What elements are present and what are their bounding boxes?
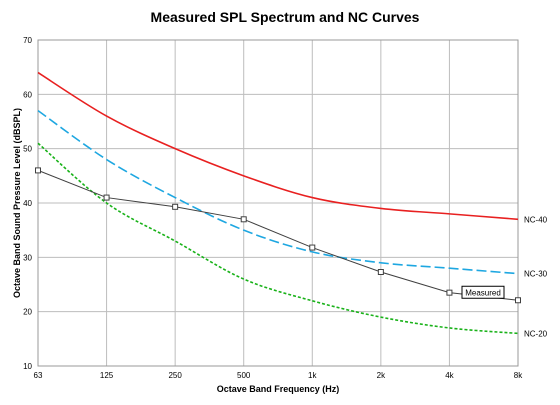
- series-label-nc-40: NC-40: [524, 215, 548, 224]
- y-tick-label: 60: [23, 90, 32, 99]
- y-tick-label: 20: [23, 308, 32, 317]
- y-axis-title: Octave Band Sound Pressure Level (dBSPL): [12, 108, 22, 298]
- series-line-nc-40: [37, 71, 519, 221]
- data-point: [515, 297, 521, 304]
- data-point: [377, 269, 384, 276]
- data-point: [446, 289, 453, 296]
- x-tick-label: 500: [237, 371, 251, 380]
- x-tick-label: 8k: [514, 371, 523, 380]
- series-layer: [35, 71, 521, 335]
- data-point: [172, 203, 179, 210]
- x-axis-title: Octave Band Frequency (Hz): [217, 384, 340, 394]
- x-tick-label: 4k: [445, 371, 454, 380]
- data-point: [240, 216, 247, 223]
- series-label-nc-20: NC-20: [524, 329, 548, 338]
- data-point: [103, 194, 110, 201]
- y-tick-label: 40: [23, 199, 32, 208]
- y-tick-label: 10: [23, 362, 32, 371]
- series-line-measured: [37, 169, 519, 301]
- series-label-measured: Measured: [465, 288, 501, 297]
- plot-area-border: [37, 39, 519, 367]
- data-point: [35, 167, 41, 174]
- gridlines: [37, 39, 519, 367]
- x-tick-label: 125: [100, 371, 114, 380]
- measured-label-box: [461, 285, 505, 299]
- x-tick-label: 63: [34, 371, 43, 380]
- chart-title: Measured SPL Spectrum and NC Curves: [151, 9, 420, 25]
- x-axis-ticks: 63 125 250 500 1k 2k 4k 8k: [34, 371, 524, 380]
- y-tick-label: 30: [23, 253, 32, 262]
- series-line-nc-30: [37, 109, 519, 275]
- data-point: [309, 244, 316, 251]
- x-tick-label: 1k: [308, 371, 317, 380]
- series-labels: NC-40 NC-30 NC-20 Measured: [461, 215, 548, 338]
- y-axis-ticks: 10 20 30 40 50 60 70: [23, 36, 32, 371]
- series-label-nc-30: NC-30: [524, 270, 548, 279]
- x-tick-label: 2k: [377, 371, 386, 380]
- y-tick-label: 70: [23, 36, 32, 45]
- series-line-nc-20: [37, 142, 519, 335]
- x-tick-label: 250: [168, 371, 182, 380]
- y-tick-label: 50: [23, 145, 32, 154]
